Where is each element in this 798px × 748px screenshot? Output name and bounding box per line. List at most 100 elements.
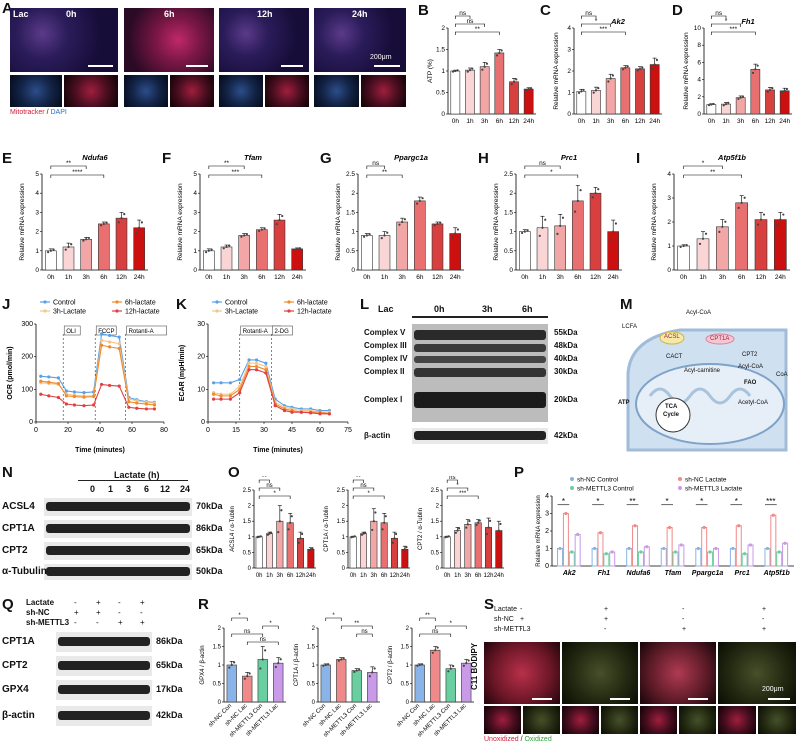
x-tick-label: Prc1 — [735, 570, 750, 577]
y-tick-label: 0.5 — [431, 550, 440, 556]
significance-bracket — [366, 174, 403, 178]
data-point — [462, 664, 465, 667]
band-complex-ii — [414, 368, 546, 377]
significance-bracket — [581, 31, 626, 35]
data-point — [278, 520, 281, 523]
inset-dapi-6h — [124, 75, 168, 107]
chart-o-cpt1a: 0 0.5 1 1.5 2 2.5 CPT1A / α-Tublin 0h 1h 3h 6h 12h 2… — [324, 476, 410, 579]
data-point — [451, 236, 454, 239]
sign-r2c1: - — [604, 626, 607, 633]
data-point — [207, 249, 210, 252]
data-point — [564, 511, 568, 516]
y-tick-label: 0.5 — [213, 682, 222, 688]
size-17kda: 17kDa — [156, 684, 183, 694]
data-point — [594, 192, 597, 195]
data-point — [741, 95, 745, 98]
significance-label: *** — [232, 169, 240, 176]
data-point — [293, 248, 296, 251]
data-point — [468, 519, 471, 523]
bar — [649, 64, 660, 115]
legend-label: 6h-lactate — [125, 300, 156, 307]
bar — [741, 553, 748, 567]
x-tick-label: 1h — [466, 118, 474, 125]
sign-r2c2: + — [682, 626, 687, 633]
data-point — [489, 519, 492, 522]
timepoint-label: 0h — [66, 9, 77, 19]
scale-bar — [688, 698, 708, 700]
x-tick-label: 0h — [521, 274, 529, 281]
bar — [494, 52, 505, 115]
bar — [273, 662, 284, 703]
bar — [765, 89, 775, 115]
data-point — [70, 243, 73, 246]
panel-i-label: I — [636, 150, 641, 167]
x-tick-label: 15 — [232, 427, 240, 434]
data-point — [512, 80, 516, 83]
x-axis-label: Time (minutes) — [253, 447, 303, 454]
legend-marker — [287, 300, 291, 304]
data-point — [100, 338, 104, 342]
x-tick-label: 0h — [680, 274, 688, 281]
data-point — [219, 381, 223, 385]
data-point — [340, 658, 343, 661]
y-tick-label: 30 — [197, 321, 205, 328]
data-point — [756, 223, 760, 226]
data-point — [46, 251, 50, 254]
data-point — [362, 235, 366, 238]
size-65kda: 65kDa — [156, 660, 183, 670]
legend-marker — [215, 300, 219, 304]
significance-label: * — [562, 497, 565, 506]
significance-label: ns — [449, 476, 455, 481]
injection-label: OLI — [66, 329, 76, 335]
data-point — [254, 358, 259, 362]
significance-bracket — [446, 487, 469, 491]
data-point — [374, 511, 377, 514]
data-point — [117, 346, 121, 351]
data-point — [556, 232, 559, 236]
significance-bracket — [683, 174, 742, 178]
panel-d-label: D — [672, 2, 683, 19]
x-tick-label: 3h — [370, 573, 377, 579]
sign-r0c0: - — [520, 606, 523, 613]
significance-label: * — [238, 613, 241, 619]
y-tick-label: 0 — [509, 267, 513, 274]
x-tick-label: 75 — [344, 427, 352, 434]
lane-6: 6 — [144, 484, 150, 494]
x-tick-label: 1h — [699, 274, 707, 281]
data-point — [611, 74, 615, 77]
data-point — [204, 251, 208, 254]
data-point — [765, 546, 770, 551]
data-point — [100, 343, 104, 347]
sign-r1c3: - — [762, 616, 765, 623]
bar — [414, 200, 426, 271]
lane-24: 24 — [180, 484, 191, 494]
data-point — [612, 230, 615, 233]
data-point — [47, 394, 51, 398]
data-point — [247, 358, 251, 362]
bar — [764, 548, 771, 567]
band-cpt2 — [58, 661, 150, 670]
bar — [203, 250, 215, 271]
x-tick-label: 24h — [306, 573, 316, 579]
data-point — [64, 402, 68, 406]
data-point — [108, 340, 112, 344]
data-point — [212, 397, 216, 401]
data-point — [782, 213, 785, 216]
y-tick-label: 1 — [248, 535, 252, 541]
significance-bracket — [258, 487, 281, 491]
data-point — [579, 189, 582, 192]
x-tick-label: 24h — [608, 274, 619, 281]
significance-label: **** — [72, 169, 83, 176]
data-point — [398, 223, 401, 226]
band-label-complex-i: Complex Ⅰ — [364, 395, 403, 404]
y-tick-label: 1.5 — [431, 519, 440, 525]
data-point — [212, 392, 216, 396]
x-tick-label: 12h — [590, 274, 601, 281]
data-point — [360, 533, 363, 536]
bar — [774, 219, 787, 271]
data-point — [682, 244, 685, 248]
data-point — [219, 397, 223, 401]
panel-m-label: M — [620, 296, 633, 313]
bar — [536, 227, 549, 271]
significance-label: ** — [262, 476, 267, 481]
